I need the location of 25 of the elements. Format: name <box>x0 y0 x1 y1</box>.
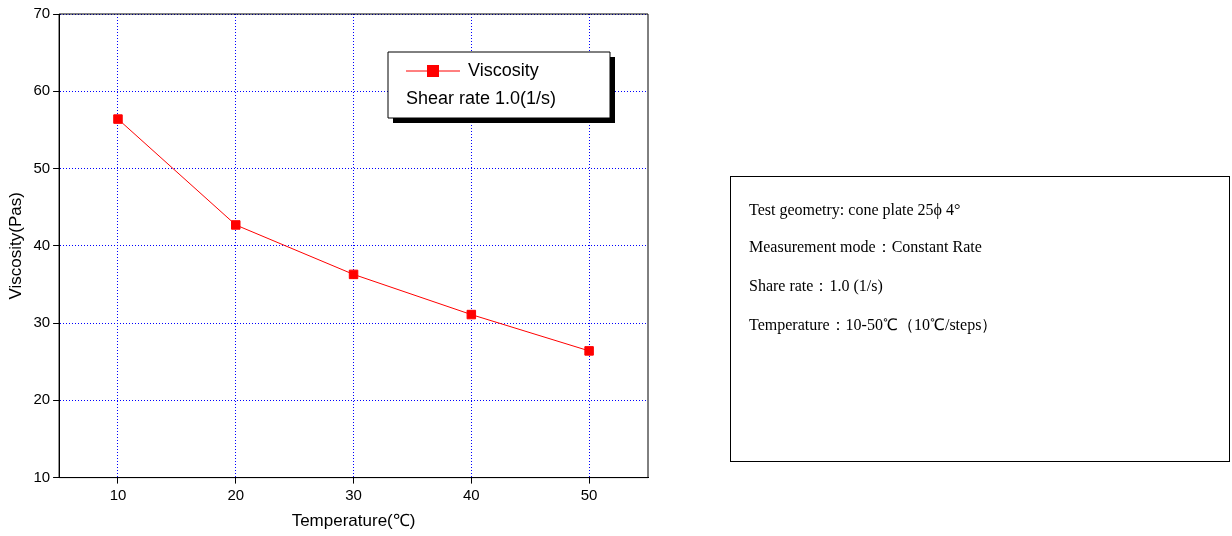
y-tick-label: 10 <box>33 467 51 485</box>
x-tick-label: 20 <box>227 485 245 503</box>
legend-label: Viscosity <box>468 59 539 80</box>
y-tick-label: 70 <box>33 4 51 22</box>
point <box>466 309 477 320</box>
text: Measurement mode：Constant Rate <box>749 237 983 257</box>
x-tick-label: 30 <box>345 485 362 503</box>
text: Test geometry: cone plate 25ϕ 4° <box>749 201 962 219</box>
y-tick-label: 60 <box>33 81 51 99</box>
point <box>113 114 123 124</box>
annotation: Shear rate 1.0(1/s) <box>406 87 557 108</box>
x-tick-label: 10 <box>109 485 127 503</box>
y-tick-label: 40 <box>33 235 51 253</box>
point <box>584 346 594 356</box>
y-tick-label: 50 <box>33 158 51 176</box>
point <box>231 220 241 230</box>
y-tick-label: 30 <box>33 313 51 331</box>
y-axis-title: Viscosity(Pas) <box>5 192 25 300</box>
x-tick-label: 50 <box>580 485 598 503</box>
point <box>348 269 359 280</box>
x-axis-title: Temperature(℃) <box>291 511 416 531</box>
y-tick-label: 20 <box>33 390 51 408</box>
text: Temperature：10-50℃（10℃/steps） <box>749 315 999 336</box>
x-tick-label: 40 <box>462 485 480 503</box>
text: Share rate：1.0 (1/s) <box>749 276 884 297</box>
